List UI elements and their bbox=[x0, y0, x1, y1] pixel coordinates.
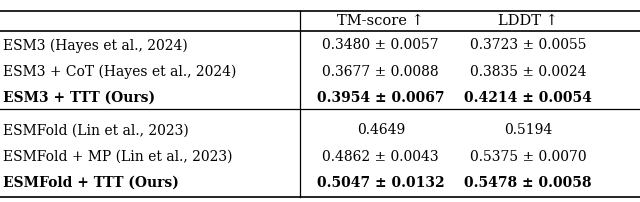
Text: ESMFold + TTT (Ours): ESMFold + TTT (Ours) bbox=[3, 176, 179, 190]
Text: 0.5047 ± 0.0132: 0.5047 ± 0.0132 bbox=[317, 176, 445, 190]
Text: ESM3 (Hayes et al., 2024): ESM3 (Hayes et al., 2024) bbox=[3, 38, 188, 53]
Text: 0.3677 ± 0.0088: 0.3677 ± 0.0088 bbox=[323, 65, 439, 79]
Text: ESMFold + MP (Lin et al., 2023): ESMFold + MP (Lin et al., 2023) bbox=[3, 149, 233, 164]
Text: 0.5194: 0.5194 bbox=[504, 123, 552, 137]
Text: LDDT ↑: LDDT ↑ bbox=[498, 14, 558, 28]
Text: ESM3 + TTT (Ours): ESM3 + TTT (Ours) bbox=[3, 91, 156, 105]
Text: ESMFold (Lin et al., 2023): ESMFold (Lin et al., 2023) bbox=[3, 123, 189, 137]
Text: 0.3480 ± 0.0057: 0.3480 ± 0.0057 bbox=[323, 38, 439, 53]
Text: 0.3835 ± 0.0024: 0.3835 ± 0.0024 bbox=[470, 65, 586, 79]
Text: TM-score ↑: TM-score ↑ bbox=[337, 14, 424, 28]
Text: 0.3954 ± 0.0067: 0.3954 ± 0.0067 bbox=[317, 91, 445, 105]
Text: 0.5478 ± 0.0058: 0.5478 ± 0.0058 bbox=[464, 176, 592, 190]
Text: 0.4214 ± 0.0054: 0.4214 ± 0.0054 bbox=[464, 91, 592, 105]
Text: 0.4862 ± 0.0043: 0.4862 ± 0.0043 bbox=[323, 149, 439, 164]
Text: 0.4649: 0.4649 bbox=[356, 123, 405, 137]
Text: 0.3723 ± 0.0055: 0.3723 ± 0.0055 bbox=[470, 38, 586, 53]
Text: ESM3 + CoT (Hayes et al., 2024): ESM3 + CoT (Hayes et al., 2024) bbox=[3, 64, 237, 79]
Text: 0.5375 ± 0.0070: 0.5375 ± 0.0070 bbox=[470, 149, 586, 164]
